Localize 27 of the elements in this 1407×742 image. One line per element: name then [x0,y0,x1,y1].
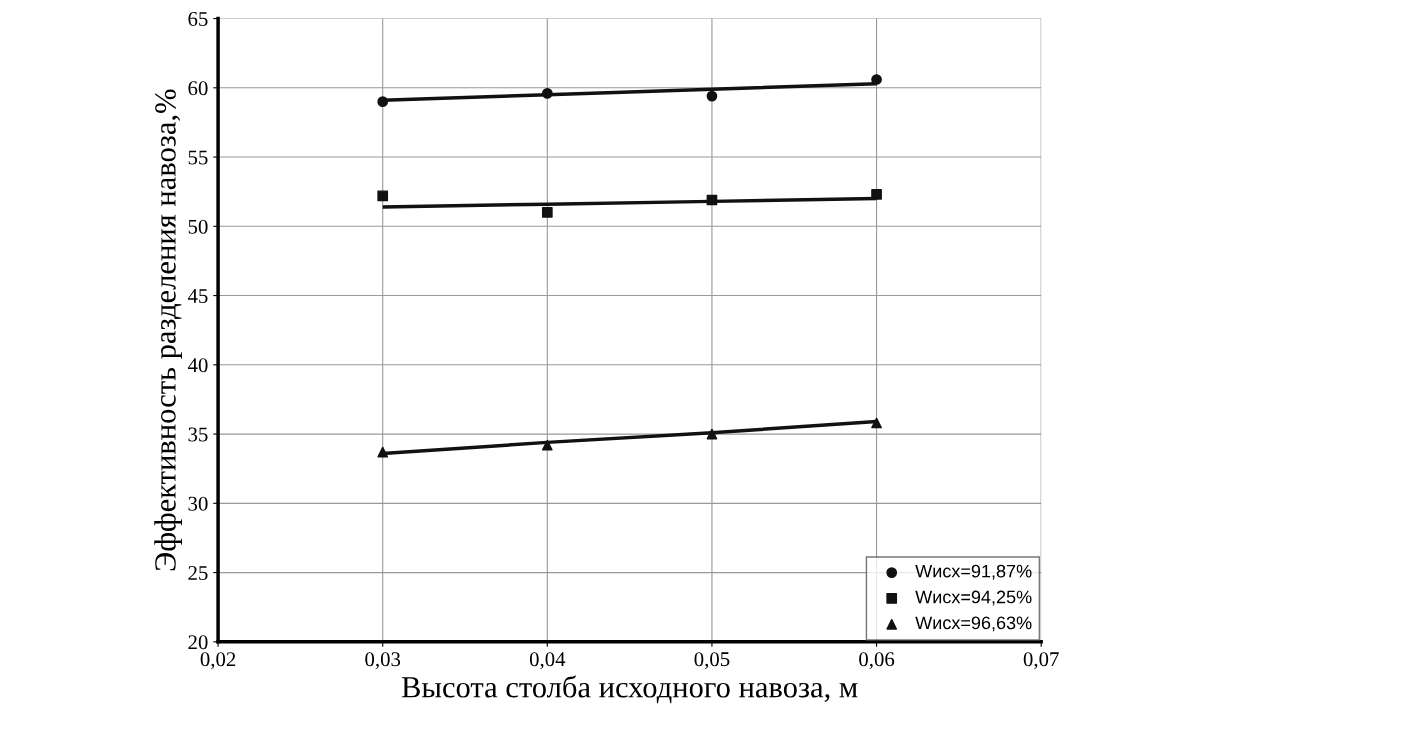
y-tick-label: 65 [188,11,208,26]
point [541,207,553,218]
x-axis-title: Высота столба исходного навоза, м [401,675,858,704]
x-tick-label: 0,03 [365,652,401,670]
x-tick-label: 0,06 [859,652,895,670]
legend-label: Wисх=91,87% [915,564,1032,580]
point [871,189,882,200]
legend-label: Wисх=96,63% [915,616,1032,632]
y-tick-label: 45 [187,289,208,303]
y-axis-title: Эффективность разделения навоза,% [154,89,182,571]
y-tick-label: 60 [188,81,208,96]
x-tick-label: 0,04 [529,652,566,670]
x-tick-label: 0,07 [1023,652,1059,670]
y-tick-label: 50 [188,219,208,234]
y-tick-label: 30 [188,496,208,511]
point [706,90,718,102]
y-tick-label: 40 [187,358,208,373]
x-tick-label: 0,02 [200,652,236,670]
y-tick-label: 55 [188,150,208,165]
point [871,74,882,85]
y-tick-label: 25 [188,566,208,581]
y-tick-label: 35 [188,427,208,442]
point [377,190,389,202]
legend-label: Wисх=94,25% [915,590,1032,606]
x-tick-label: 0,05 [694,652,730,670]
point [541,439,553,451]
y-tick-label: 20 [188,635,208,650]
